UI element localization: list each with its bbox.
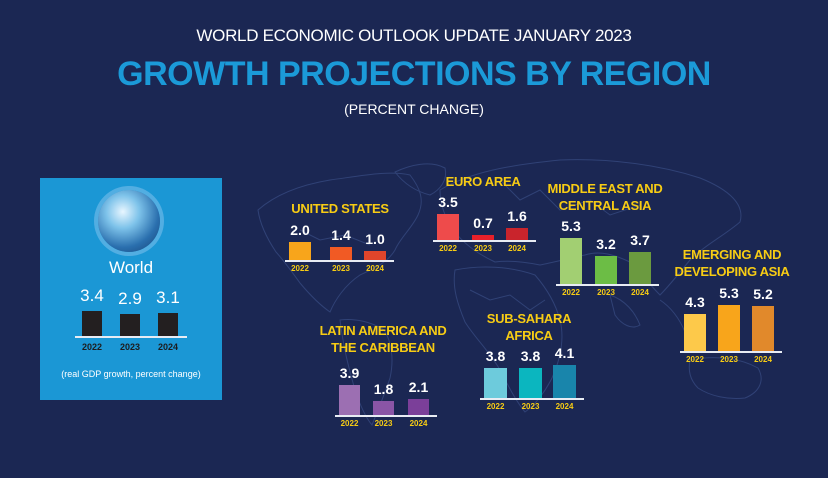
region-baseline-euro — [433, 240, 536, 242]
year-label-eda-2023: 2023 — [720, 355, 738, 364]
region-title-line: EURO AREA — [445, 174, 521, 189]
world-bar-2023 — [120, 314, 140, 336]
value-label-euro-2022: 3.5 — [438, 193, 458, 210]
year-label-lac-2023: 2023 — [374, 419, 393, 428]
supertitle: WORLD ECONOMIC OUTLOOK UPDATE JANUARY 20… — [196, 26, 632, 45]
world-value-2022: 3.4 — [80, 285, 104, 305]
globe-icon — [98, 190, 160, 252]
year-label-meca-2023: 2023 — [597, 288, 615, 297]
value-label-meca-2023: 3.2 — [596, 236, 616, 253]
bar-meca-2023 — [595, 256, 617, 284]
bar-eda-2022 — [684, 314, 706, 351]
bar-meca-2024 — [629, 252, 651, 284]
year-label-euro-2023: 2023 — [474, 244, 492, 253]
value-label-euro-2024: 1.6 — [507, 208, 527, 224]
world-year-2024: 2024 — [157, 342, 179, 352]
bar-us-2024 — [364, 251, 386, 260]
value-label-ssa-2022: 3.8 — [485, 347, 506, 364]
world-note: (real GDP growth, percent change) — [61, 369, 201, 379]
value-label-eda-2024: 5.2 — [753, 286, 773, 303]
region-title-line: THE CARIBBEAN — [331, 340, 435, 355]
bar-us-2023 — [330, 247, 352, 260]
region-title-eda: EMERGING AND DEVELOPING ASIA — [642, 246, 822, 280]
world-bar-2024 — [158, 312, 178, 336]
bar-ssa-2024 — [553, 365, 576, 398]
region-title-meca: MIDDLE EAST AND CENTRAL ASIA — [515, 180, 695, 214]
region-title-lac: LATIN AMERICA AND THE CARIBBEAN — [293, 322, 473, 356]
world-year-2023: 2023 — [119, 342, 141, 352]
year-label-meca-2022: 2022 — [562, 288, 580, 297]
world-value-2024: 3.1 — [156, 287, 180, 307]
bar-lac-2023 — [373, 401, 394, 415]
year-label-ssa-2023: 2023 — [521, 402, 540, 411]
year-label-eda-2022: 2022 — [686, 355, 704, 364]
region-baseline-meca — [556, 284, 659, 286]
year-label-us-2023: 2023 — [332, 264, 350, 273]
value-label-us-2022: 2.0 — [290, 222, 310, 238]
value-label-euro-2023: 0.7 — [473, 214, 493, 231]
value-label-eda-2023: 5.3 — [719, 285, 739, 302]
region-title-us: UNITED STATES — [250, 200, 430, 217]
world-panel: World 3.4 2022 2.9 2023 3.1 2024 (real GDP gr… — [40, 178, 222, 400]
region-title-line: EMERGING AND — [682, 247, 782, 262]
value-label-us-2024: 1.0 — [365, 231, 385, 247]
value-label-eda-2022: 4.3 — [685, 294, 705, 311]
bar-ssa-2023 — [519, 367, 542, 398]
year-label-us-2024: 2024 — [366, 264, 384, 273]
bar-euro-2024 — [506, 228, 528, 240]
region-title-line: DEVELOPING ASIA — [674, 264, 790, 279]
region-title-ssa: SUB-SAHARA AFRICA — [439, 310, 619, 344]
region-title-line: CENTRAL ASIA — [558, 198, 652, 213]
page-title: GROWTH PROJECTIONS BY REGION — [117, 55, 711, 93]
year-label-euro-2022: 2022 — [439, 244, 457, 253]
year-label-lac-2022: 2022 — [340, 419, 359, 428]
year-label-lac-2024: 2024 — [409, 419, 428, 428]
bar-lac-2022 — [339, 384, 360, 415]
region-title-line: AFRICA — [505, 328, 553, 343]
world-year-2022: 2022 — [81, 342, 103, 352]
region-title-line: UNITED STATES — [291, 201, 389, 216]
region-title-line: MIDDLE EAST AND — [547, 181, 663, 196]
value-label-lac-2024: 2.1 — [408, 378, 429, 395]
year-label-eda-2024: 2024 — [754, 355, 772, 364]
year-label-ssa-2022: 2022 — [486, 402, 505, 411]
bar-euro-2023 — [472, 234, 494, 240]
region-title-line: LATIN AMERICA AND — [319, 323, 447, 338]
value-label-lac-2022: 3.9 — [339, 364, 360, 381]
bar-meca-2022 — [560, 238, 582, 284]
value-label-ssa-2024: 4.1 — [554, 345, 575, 362]
value-label-lac-2023: 1.8 — [373, 381, 394, 398]
region-title-line: SUB-SAHARA — [486, 311, 572, 326]
value-label-ssa-2023: 3.8 — [520, 347, 541, 364]
world-baseline — [75, 336, 187, 338]
bar-ssa-2022 — [484, 367, 507, 398]
region-baseline-ssa — [480, 398, 584, 400]
region-baseline-lac — [335, 415, 437, 417]
value-label-meca-2022: 5.3 — [561, 218, 581, 235]
value-label-us-2023: 1.4 — [331, 227, 351, 244]
bar-eda-2023 — [718, 305, 740, 351]
year-label-us-2022: 2022 — [291, 264, 309, 273]
year-label-meca-2024: 2024 — [631, 288, 649, 297]
bar-us-2022 — [289, 242, 311, 260]
world-value-2023: 2.9 — [118, 289, 142, 309]
region-baseline-eda — [680, 351, 782, 353]
year-label-euro-2024: 2024 — [508, 244, 526, 253]
bar-lac-2024 — [408, 398, 429, 415]
world-title: World — [108, 258, 154, 277]
region-baseline-us — [285, 260, 394, 262]
world-bar-2022 — [82, 310, 102, 336]
value-label-meca-2024: 3.7 — [630, 232, 650, 249]
bar-euro-2022 — [437, 213, 459, 240]
subtitle: (PERCENT CHANGE) — [344, 101, 484, 117]
bar-eda-2024 — [752, 306, 774, 351]
region-title-euro: EURO AREA — [393, 173, 573, 190]
year-label-ssa-2024: 2024 — [555, 402, 574, 411]
